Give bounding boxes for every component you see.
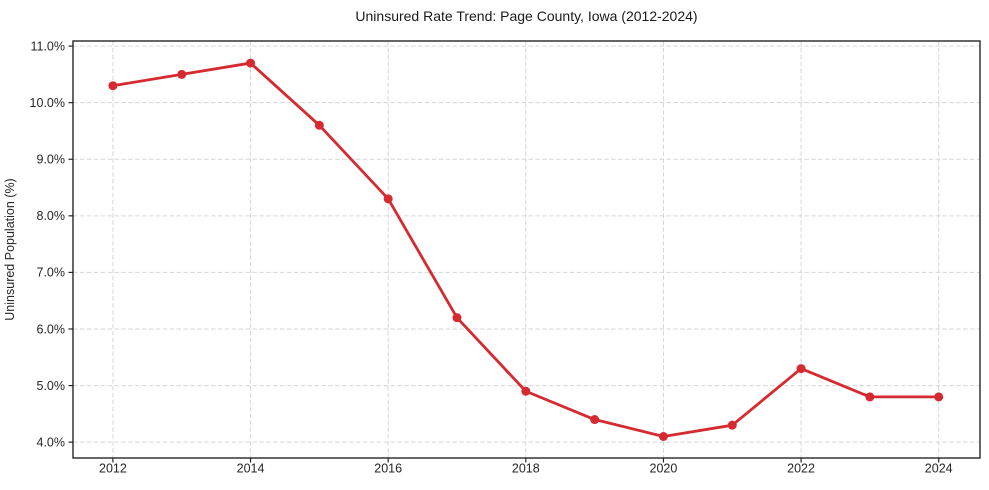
y-tick-label: 4.0% xyxy=(37,435,66,449)
data-series-layer xyxy=(108,58,944,441)
y-tick-label: 5.0% xyxy=(37,379,66,393)
data-point xyxy=(246,58,256,68)
tick-labels: 2012 2014 2016 2018 2020 2022 2024 4.0% 5.0% 6.0%… xyxy=(30,39,953,475)
x-tick-label: 2012 xyxy=(99,462,127,476)
x-tick-label: 2024 xyxy=(925,462,953,476)
data-point xyxy=(865,392,875,402)
data-point xyxy=(108,81,118,91)
x-tick-label: 2020 xyxy=(650,462,678,476)
data-point xyxy=(521,386,531,396)
y-tick-label: 8.0% xyxy=(37,209,66,223)
data-point xyxy=(590,415,600,425)
data-point xyxy=(796,364,806,374)
y-tick-label: 9.0% xyxy=(37,153,66,167)
grid-layer xyxy=(73,41,980,458)
y-axis-label: Uninsured Population (%) xyxy=(3,178,17,320)
tick-marks xyxy=(68,45,940,463)
x-tick-label: 2016 xyxy=(374,462,402,476)
data-point xyxy=(177,69,187,79)
chart-title: Uninsured Rate Trend: Page County, Iowa … xyxy=(355,8,697,24)
data-point xyxy=(934,392,944,402)
plot-border xyxy=(72,40,981,459)
x-tick-label: 2018 xyxy=(512,462,540,476)
data-point xyxy=(314,120,324,130)
y-tick-label: 10.0% xyxy=(30,96,65,110)
y-tick-label: 11.0% xyxy=(30,39,65,53)
y-tick-label: 6.0% xyxy=(37,322,66,336)
axes-spines xyxy=(72,40,981,459)
x-tick-label: 2014 xyxy=(237,462,265,476)
data-point xyxy=(452,313,462,323)
y-tick-label: 7.0% xyxy=(37,266,66,280)
data-point xyxy=(727,420,737,430)
data-point xyxy=(658,431,668,441)
data-point xyxy=(383,194,393,204)
x-tick-label: 2022 xyxy=(787,462,815,476)
